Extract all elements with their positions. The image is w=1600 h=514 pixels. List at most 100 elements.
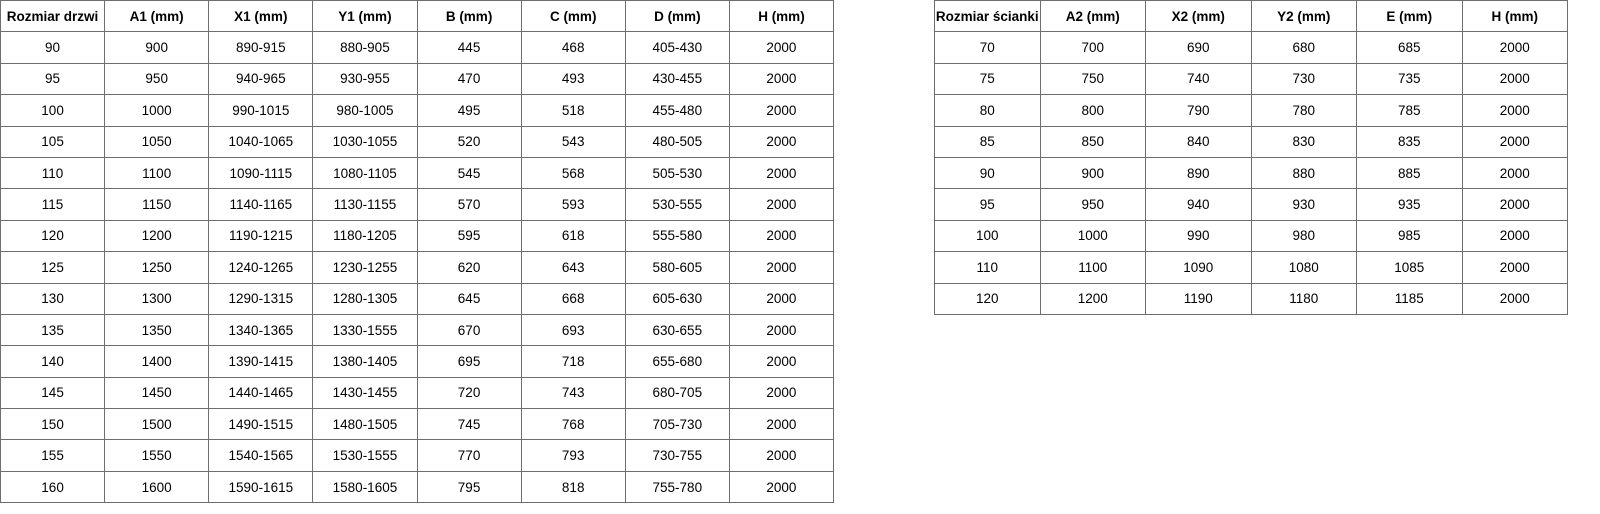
- table-cell: 2000: [728, 470, 835, 504]
- table-cell: 470: [416, 62, 522, 96]
- table-cell: 605-630: [624, 282, 730, 315]
- table-cell: 80: [934, 94, 1041, 127]
- table-cell: 2000: [728, 376, 835, 410]
- table-cell: 2000: [728, 251, 835, 284]
- table-cell: 980-1005: [312, 94, 418, 127]
- table-cell: 2000: [1461, 251, 1568, 284]
- table-cell: 2000: [1461, 62, 1568, 96]
- table-cell: 2000: [728, 94, 835, 127]
- table-row: 160 1600 1590-1615 1580-1605 795 818 755-780 20…: [0, 470, 835, 504]
- table-cell: 1540-1565: [208, 439, 314, 472]
- table-cell: 2000: [1461, 125, 1568, 158]
- table-cell: 2000: [1461, 156, 1568, 190]
- table-cell: 595: [416, 219, 522, 253]
- table-cell: 1330-1555: [312, 313, 418, 347]
- table-cell: 990: [1145, 219, 1252, 253]
- table-cell: 730-755: [624, 439, 730, 472]
- table-cell: 1590-1615: [208, 470, 314, 504]
- table-cell: 1600: [104, 470, 210, 504]
- table-row: 145 1450 1440-1465 1430-1455 720 743 680-705 20…: [0, 376, 835, 410]
- table-cell: 140: [0, 345, 106, 378]
- table-cell: 720: [416, 376, 522, 410]
- column-header: B (mm): [416, 0, 522, 33]
- table-row: 130 1300 1290-1315 1280-1305 645 668 605-630 20…: [0, 282, 835, 315]
- table-cell: 1350: [104, 313, 210, 347]
- table-cell: 1200: [104, 219, 210, 253]
- table-cell: 120: [0, 219, 106, 253]
- table-cell: 2000: [728, 219, 835, 253]
- table-cell: 818: [520, 470, 626, 504]
- table-cell: 95: [934, 188, 1041, 221]
- table-cell: 1040-1065: [208, 125, 314, 158]
- table-cell: 1380-1405: [312, 345, 418, 378]
- table-cell: 2000: [728, 313, 835, 347]
- table-cell: 755-780: [624, 470, 730, 504]
- table-cell: 1480-1505: [312, 408, 418, 441]
- table-row: 100 1000 990-1015 980-1005 495 518 455-480 2000: [0, 94, 835, 127]
- table-cell: 580-605: [624, 251, 730, 284]
- column-header: C (mm): [520, 0, 626, 33]
- table-cell: 1450: [104, 376, 210, 410]
- table-cell: 880: [1250, 156, 1357, 190]
- table-cell: 890-915: [208, 31, 314, 64]
- table-row: 150 1500 1490-1515 1480-1505 745 768 705-730 20…: [0, 408, 835, 441]
- table-cell: 880-905: [312, 31, 418, 64]
- table-cell: 1090: [1145, 251, 1252, 284]
- table-cell: 630-655: [624, 313, 730, 347]
- table-cell: 670: [416, 313, 522, 347]
- table-cell: 1180-1205: [312, 219, 418, 253]
- table-cell: 695: [416, 345, 522, 378]
- table-cell: 705-730: [624, 408, 730, 441]
- table-cell: 1000: [104, 94, 210, 127]
- table-cell: 2000: [1461, 219, 1568, 253]
- table-cell: 790: [1145, 94, 1252, 127]
- table-cell: 1300: [104, 282, 210, 315]
- table-cell: 468: [520, 31, 626, 64]
- table-cell: 935: [1356, 188, 1463, 221]
- table-cell: 745: [416, 408, 522, 441]
- table-cell: 800: [1039, 94, 1146, 127]
- table-cell: 1440-1465: [208, 376, 314, 410]
- table-cell: 455-480: [624, 94, 730, 127]
- column-header: Rozmiar ścianki: [934, 0, 1041, 33]
- table-cell: 1200: [1039, 282, 1146, 315]
- table-cell: 890: [1145, 156, 1252, 190]
- table-cell: 555-580: [624, 219, 730, 253]
- column-header: A2 (mm): [1039, 0, 1146, 33]
- table-row: 70 700 690 680 685 2000: [934, 31, 1568, 64]
- table-cell: 2000: [728, 62, 835, 96]
- table-cell: 1250: [104, 251, 210, 284]
- table-cell: 985: [1356, 219, 1463, 253]
- table-cell: 1580-1605: [312, 470, 418, 504]
- table-cell: 2000: [728, 408, 835, 441]
- table-cell: 2000: [728, 188, 835, 221]
- table-cell: 743: [520, 376, 626, 410]
- table-cell: 1185: [1356, 282, 1463, 315]
- table-cell: 830: [1250, 125, 1357, 158]
- table-row: 120 1200 1190 1180 1185 2000: [934, 282, 1568, 315]
- table-row: 155 1550 1540-1565 1530-1555 770 793 730-755 20…: [0, 439, 835, 472]
- table-row: 95 950 940-965 930-955 470 493 430-455 2000: [0, 62, 835, 96]
- table-cell: 75: [934, 62, 1041, 96]
- table-cell: 690: [1145, 31, 1252, 64]
- table-cell: 2000: [1461, 94, 1568, 127]
- table-cell: 1230-1255: [312, 251, 418, 284]
- table-row: 135 1350 1340-1365 1330-1555 670 693 630-655 20…: [0, 313, 835, 347]
- table-cell: 835: [1356, 125, 1463, 158]
- table-cell: 1290-1315: [208, 282, 314, 315]
- table-cell: 90: [0, 31, 106, 64]
- table-cell: 1280-1305: [312, 282, 418, 315]
- table-cell: 1500: [104, 408, 210, 441]
- table-cell: 655-680: [624, 345, 730, 378]
- table-cell: 840: [1145, 125, 1252, 158]
- table-cell: 95: [0, 62, 106, 96]
- table-cell: 900: [104, 31, 210, 64]
- table-cell: 785: [1356, 94, 1463, 127]
- table-cell: 850: [1039, 125, 1146, 158]
- table-cell: 1240-1265: [208, 251, 314, 284]
- table-cell: 530-555: [624, 188, 730, 221]
- column-header: E (mm): [1356, 0, 1463, 33]
- table-cell: 685: [1356, 31, 1463, 64]
- table-cell: 700: [1039, 31, 1146, 64]
- table-cell: 1150: [104, 188, 210, 221]
